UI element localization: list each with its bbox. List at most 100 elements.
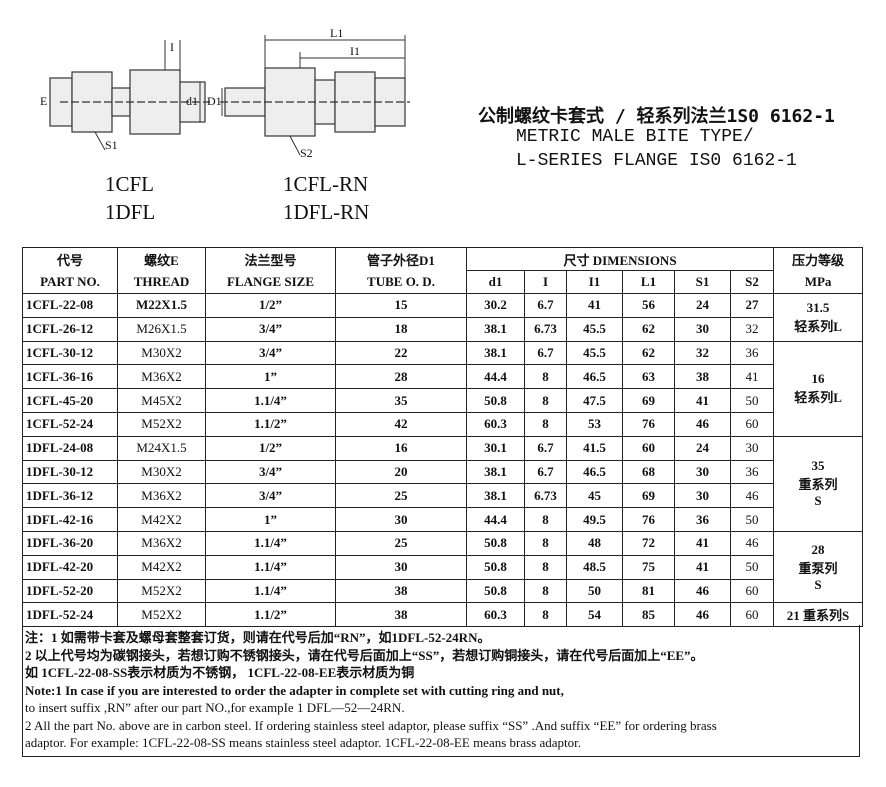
cell: 41 (566, 293, 623, 318)
pressure-line: S (814, 576, 822, 592)
cell: 45 (566, 483, 623, 509)
cell: 60 (729, 578, 775, 604)
dim-label: I1 (350, 44, 360, 58)
cell: 63 (622, 364, 675, 390)
cell: 1.1/4” (205, 554, 336, 580)
cell: 50 (729, 554, 775, 580)
cell: M30X2 (117, 340, 206, 366)
cell: 60 (729, 602, 775, 628)
header-cell: 压力等级 (773, 247, 864, 271)
cell: 38.1 (466, 316, 525, 342)
data-row: 1DFL-36-20 M36X2 1.1/4” 25 50.8 8 48 72 41 46 28 重泵… (22, 530, 864, 604)
data-row: 1CFL-26-12 M26X1.5 3/4” 18 38.1 6.73 45.5 62 30 3… (22, 316, 863, 342)
cell: 50 (729, 388, 775, 413)
cell: 3/4” (205, 459, 336, 485)
header-cell: S1 (674, 270, 731, 294)
data-row: 1DFL-52-20 M52X2 1.1/4” 38 50.8 8 50 81 46 60 (22, 578, 863, 604)
dimension-lines (94, 35, 406, 156)
cell: 50.8 (466, 530, 525, 556)
spec-table: 代号 螺纹E 法兰型号 管子外径D1 尺寸 DIMENSIONS 压力等级 PART NO.… (22, 247, 864, 628)
header-cell: I (524, 270, 567, 294)
pressure-line: 21 重系列S (786, 608, 850, 624)
cell: 8 (524, 364, 567, 390)
cell: 1CFL-45-20 (22, 388, 118, 413)
cell: 1DFL-42-20 (22, 554, 118, 580)
cell: 76 (622, 507, 675, 532)
cell: 8 (524, 602, 567, 628)
title-cn: 公制螺纹卡套式 / 轻系列法兰1S0 6162-1 (478, 106, 835, 127)
pressure-cell: 16 轻系列L (773, 340, 864, 437)
cell: 50 (729, 507, 775, 532)
cell: 38.1 (466, 340, 525, 366)
cell: 54 (566, 602, 623, 628)
cell: 1CFL-36-16 (22, 364, 118, 390)
cell: 41 (674, 388, 731, 413)
cell: 22 (335, 340, 467, 366)
cell: 50.8 (466, 578, 525, 604)
cell: 35 (335, 388, 467, 413)
cell: M42X2 (117, 554, 206, 580)
cell: 30.1 (466, 435, 525, 461)
cell: 6.7 (524, 340, 567, 366)
cell: 6.7 (524, 293, 567, 318)
cell: 30 (674, 316, 731, 342)
cell: 24 (674, 293, 731, 318)
cell: 6.73 (524, 316, 567, 342)
cell: M36X2 (117, 483, 206, 509)
cell: 38 (335, 578, 467, 604)
notes: 注：1 如需带卡套及螺母套整套订货，则请在代号后加“RN”，如1DFL-52-2… (22, 625, 860, 757)
cell: 8 (524, 578, 567, 604)
header-cell: 代号 (22, 247, 118, 271)
cell: M26X1.5 (117, 316, 206, 342)
header-cell: 管子外径D1 (335, 247, 467, 271)
dim-label: S1 (105, 138, 118, 152)
cell: 1DFL-52-20 (22, 578, 118, 604)
cell: 44.4 (466, 364, 525, 390)
cell: 41 (674, 554, 731, 580)
cell: 46.5 (566, 459, 623, 485)
cell: 1DFL-24-08 (22, 435, 118, 461)
pressure-cell: 21 重系列S (773, 602, 864, 628)
data-row: 1DFL-52-24 M52X2 1.1/2” 38 60.3 8 54 85 46 60 21 重… (22, 602, 864, 628)
pressure-line: 轻系列L (794, 390, 842, 406)
title-en: METRIC MALE BITE TYPE/ (516, 127, 754, 147)
header-cell: 法兰型号 (205, 247, 336, 271)
cell: 18 (335, 316, 467, 342)
cell: 1CFL-52-24 (22, 411, 118, 437)
cell: 46 (674, 411, 731, 437)
cell: 72 (622, 530, 675, 556)
header-row: PART NO. THREAD FLANGE SIZE TUBE O. D. d1 I I1… (22, 270, 864, 294)
pressure-line: S (814, 493, 822, 509)
cell: 38.1 (466, 459, 525, 485)
cell: 30 (335, 554, 467, 580)
cell: 46 (674, 602, 731, 628)
cell: 8 (524, 388, 567, 413)
product-code: 1DFL-RN (283, 200, 370, 224)
note-line: 2 以上代号均为碳钢接头，若想订购不锈钢接头，请在代号后面加上“SS”，若想订购… (25, 647, 704, 663)
cell: 41 (729, 364, 775, 390)
cell: 46 (729, 483, 775, 509)
header-cell: PART NO. (22, 270, 118, 294)
cell: 3/4” (205, 340, 336, 366)
header-cell: I1 (566, 270, 623, 294)
cell: 36 (729, 340, 775, 366)
header-cell: TUBE O. D. (335, 270, 467, 294)
cell: 3/4” (205, 316, 336, 342)
cell: 1CFL-22-08 (22, 293, 118, 318)
cell: 30 (729, 435, 775, 461)
cell: 56 (622, 293, 675, 318)
cell: 30 (674, 459, 731, 485)
cell: 6.7 (524, 435, 567, 461)
cell: 62 (622, 340, 675, 366)
cell: 6.73 (524, 483, 567, 509)
cell: 1CFL-30-12 (22, 340, 118, 366)
data-row: 1CFL-45-20 M45X2 1.1/4” 35 50.8 8 47.5 69 41 50 (22, 388, 863, 413)
cell: 1DFL-52-24 (22, 602, 118, 628)
cell: 60.3 (466, 411, 525, 437)
cell: 25 (335, 530, 467, 556)
product-code: 1CFL-RN (283, 172, 369, 196)
cell: M30X2 (117, 459, 206, 485)
data-row: 1DFL-42-16 M42X2 1” 30 44.4 8 49.5 76 36 50 (22, 507, 863, 532)
cell: 1.1/2” (205, 602, 336, 628)
cell: M45X2 (117, 388, 206, 413)
